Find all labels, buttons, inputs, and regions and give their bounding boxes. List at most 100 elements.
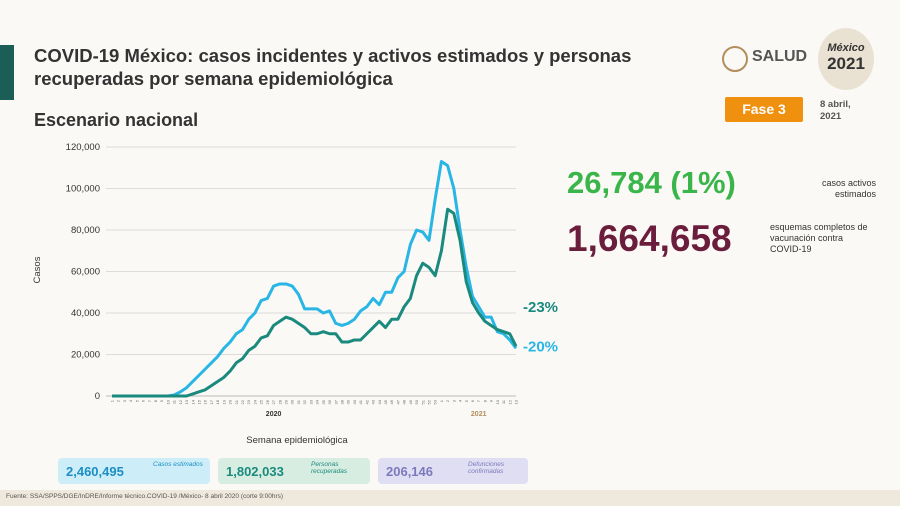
x-tick-label: 2 <box>116 399 121 402</box>
stat-value: 26,784 (1%) <box>567 165 736 200</box>
x-tick-label: 42 <box>364 399 369 404</box>
x-tick-label: 11 <box>172 399 177 404</box>
x-tick-label: 47 <box>395 399 400 404</box>
x-tick-label: 20 <box>228 399 233 404</box>
x-tick-label: 3 <box>451 399 456 402</box>
x-tick-label: 23 <box>246 399 251 404</box>
x-tick-label: 1 <box>110 399 115 402</box>
x-tick-label: 35 <box>321 399 326 404</box>
x-tick-label: 12 <box>507 399 512 404</box>
end-label: -23% <box>523 299 558 316</box>
x-tick-label: 37 <box>333 399 338 404</box>
x-tick-label: 36 <box>327 399 332 404</box>
x-group-label: 2021 <box>471 411 487 418</box>
x-tick-label: 33 <box>308 399 313 404</box>
x-tick-label: 41 <box>358 399 363 404</box>
logo-emblem <box>722 46 748 72</box>
x-tick-label: 4 <box>458 399 463 402</box>
x-tick-label: 11 <box>501 399 506 404</box>
title: COVID-19 México: casos incidentes y acti… <box>34 45 632 89</box>
x-tick-label: 5 <box>134 399 139 402</box>
line <box>112 160 518 398</box>
x-tick-label: 31 <box>296 399 301 404</box>
y-tick-label: 100,000 <box>66 184 100 195</box>
x-tick-label: 9 <box>489 399 494 402</box>
line <box>112 207 518 398</box>
x-tick-label: 49 <box>408 399 413 404</box>
summary-value: 2,460,495 <box>66 464 124 479</box>
x-tick-label: 40 <box>352 399 357 404</box>
x-tick-label: 8 <box>482 399 487 402</box>
x-tick-label: 13 <box>184 399 189 404</box>
x-tick-label: 50 <box>414 399 419 404</box>
x-tick-label: 13 <box>514 399 519 404</box>
x-tick-label: 1 <box>439 399 444 402</box>
x-tick-label: 21 <box>234 399 239 404</box>
y-tick-label: 80,000 <box>71 225 100 236</box>
x-tick-label: 30 <box>290 399 295 404</box>
y-tick-label: 120,000 <box>66 142 100 153</box>
x-tick-label: 53 <box>433 399 438 404</box>
x-tick-label: 52 <box>426 399 431 404</box>
footer: Fuente: SSA/SPPS/DGE/InDRE/Informe técni… <box>6 493 284 500</box>
x-tick-label: 51 <box>420 399 425 404</box>
x-tick-label: 29 <box>284 399 289 404</box>
x-tick-label: 3 <box>122 399 127 402</box>
accent-bar <box>0 45 14 100</box>
x-tick-label: 27 <box>271 399 276 404</box>
x-axis-label: Semana epidemiológica <box>246 435 348 446</box>
subtitle: Escenario nacional <box>34 110 199 130</box>
x-tick-label: 14 <box>190 399 195 404</box>
x-tick-label: 32 <box>302 399 307 404</box>
x-tick-label: 34 <box>315 399 320 404</box>
y-tick-label: 20,000 <box>71 350 100 361</box>
x-tick-label: 24 <box>252 399 257 404</box>
x-tick-label: 44 <box>377 399 382 404</box>
summary-box: 2,460,495 Casos estimados <box>58 458 210 484</box>
x-tick-label: 38 <box>339 399 344 404</box>
x-tick-label: 7 <box>476 399 481 402</box>
x-tick-label: 9 <box>159 399 164 402</box>
stat-value: 1,664,658 <box>567 218 732 259</box>
stat-label: esquemas completos de vacunación contra … <box>770 222 868 254</box>
x-tick-label: 5 <box>464 399 469 402</box>
summary-label: Defunciones confirmadas <box>468 461 505 475</box>
y-axis-label: Casos <box>32 256 43 283</box>
y-tick-label: 0 <box>95 391 100 402</box>
x-tick-label: 12 <box>178 399 183 404</box>
phase-button: Fase 3 <box>725 97 803 122</box>
summary-value: 206,146 <box>386 464 433 479</box>
x-tick-label: 28 <box>277 399 282 404</box>
x-tick-label: 43 <box>371 399 376 404</box>
x-tick-label: 4 <box>128 399 133 402</box>
footer-bar: Fuente: SSA/SPPS/DGE/InDRE/Informe técni… <box>0 490 900 506</box>
x-tick-label: 45 <box>383 399 388 404</box>
x-tick-label: 6 <box>470 399 475 402</box>
y-tick-label: 40,000 <box>71 308 100 319</box>
date: 8 abril, 2021 <box>820 99 851 122</box>
x-tick-label: 25 <box>259 399 264 404</box>
x-tick-label: 48 <box>402 399 407 404</box>
summary-label: Personas recuperadas <box>311 461 348 475</box>
x-tick-label: 10 <box>495 399 500 404</box>
badge-year: 2021 <box>827 54 865 73</box>
x-tick-label: 22 <box>240 399 245 404</box>
stat-label: casos activos estimados <box>821 178 876 199</box>
summary-box: 1,802,033 Personas recuperadas <box>218 458 370 484</box>
x-tick-label: 15 <box>197 399 202 404</box>
x-tick-label: 19 <box>221 399 226 404</box>
x-tick-label: 17 <box>209 399 214 404</box>
x-tick-label: 39 <box>346 399 351 404</box>
x-group-label: 2020 <box>266 411 282 418</box>
x-tick-label: 46 <box>389 399 394 404</box>
x-tick-label: 10 <box>165 399 170 404</box>
x-tick-label: 7 <box>147 399 152 402</box>
x-tick-label: 26 <box>265 399 270 404</box>
x-tick-label: 6 <box>141 399 146 402</box>
summary-label: Casos estimados <box>153 461 203 468</box>
logo-text: SALUD <box>752 48 808 65</box>
x-tick-label: 8 <box>153 399 158 402</box>
badge-text: México <box>827 42 865 54</box>
